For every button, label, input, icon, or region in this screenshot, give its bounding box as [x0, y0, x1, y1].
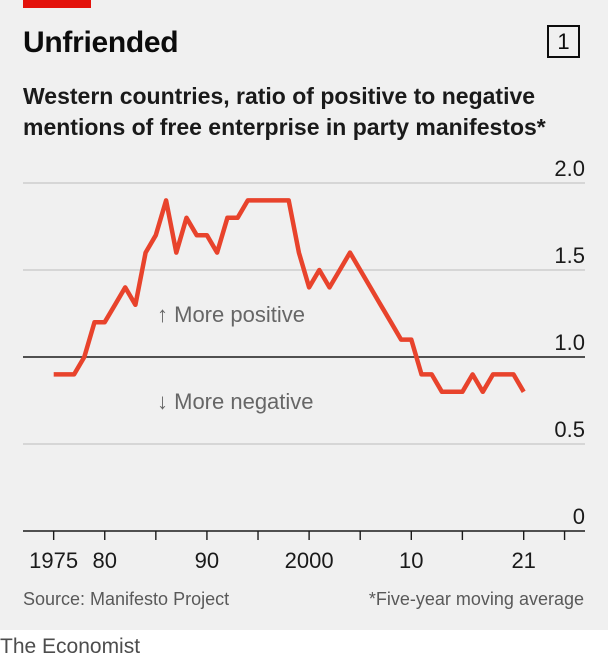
chart-subtitle: Western countries, ratio of positive to …	[23, 83, 546, 140]
annotation-more-positive: ↑ More positive	[157, 302, 305, 327]
x-tick-label: 1975	[29, 548, 78, 573]
y-tick-label: 0	[573, 504, 585, 529]
brand-wordmark: The Economist	[0, 635, 141, 658]
series-line-0	[53, 198, 526, 395]
chart-panel: Unfriended 1 Western countries, ratio of…	[0, 0, 608, 630]
x-tick-label: 2000	[285, 548, 334, 573]
y-tick-label: 1.0	[554, 330, 585, 355]
x-tick-label: 10	[399, 548, 423, 573]
chart-title: Unfriended	[23, 26, 179, 59]
annotation-more-negative: ↓ More negative	[157, 389, 314, 414]
line-chart: 0 0.5 1.0 1.5 2.0 ↑ More positive ↓ More neg…	[23, 156, 585, 573]
source-note: Source: Manifesto Project	[23, 589, 230, 609]
footnote: *Five-year moving average	[368, 589, 584, 609]
x-tick-label: 80	[93, 548, 117, 573]
y-tick-label: 1.5	[554, 243, 585, 268]
y-tick-label: 2.0	[554, 156, 585, 181]
chart-number-badge: 1	[547, 25, 580, 58]
x-tick-label: 21	[511, 548, 535, 573]
x-tick-label: 90	[195, 548, 219, 573]
y-tick-label: 0.5	[554, 417, 585, 442]
red-brand-tag	[23, 0, 91, 8]
